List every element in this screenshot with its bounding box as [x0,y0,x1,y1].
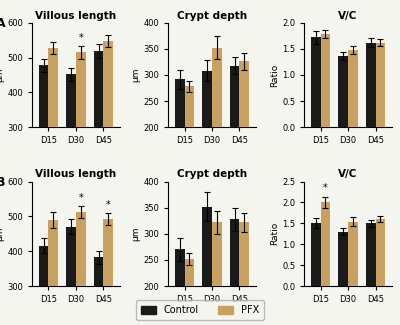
Title: Crypt depth: Crypt depth [177,169,247,179]
Bar [366,43,376,127]
Text: B: B [0,176,5,189]
Bar [321,34,330,127]
Bar [240,61,249,232]
Title: V/C: V/C [338,11,358,20]
Bar [48,220,58,325]
Bar [76,52,86,232]
Bar [338,232,348,286]
Bar [66,227,76,325]
Legend: Control, PFX: Control, PFX [136,300,264,320]
Y-axis label: μm: μm [0,227,4,241]
Bar [94,51,103,232]
Bar [230,66,240,232]
Bar [202,71,212,232]
Y-axis label: μm: μm [132,227,140,241]
Bar [376,43,385,127]
Bar [311,37,321,127]
Bar [184,86,194,232]
Bar [39,65,48,232]
Bar [366,223,376,286]
Text: *: * [323,183,328,193]
Bar [94,257,103,325]
Bar [348,222,358,286]
Bar [212,222,222,325]
Y-axis label: Ratio: Ratio [270,222,279,245]
Bar [66,74,76,232]
Y-axis label: μm: μm [0,68,4,82]
Bar [338,56,348,127]
Title: Villous length: Villous length [35,169,116,179]
Bar [103,41,113,232]
Y-axis label: Ratio: Ratio [270,63,279,86]
Bar [175,250,184,325]
Title: Villous length: Villous length [35,11,116,20]
Bar [212,48,222,232]
Bar [184,259,194,325]
Y-axis label: μm: μm [132,68,140,82]
Title: V/C: V/C [338,169,358,179]
Text: *: * [106,200,110,210]
Bar [311,223,321,286]
Bar [230,219,240,325]
Bar [175,79,184,232]
Bar [48,48,58,232]
Title: Crypt depth: Crypt depth [177,11,247,20]
Bar [240,222,249,325]
Text: A: A [0,17,6,30]
Bar [76,212,86,325]
Bar [39,246,48,325]
Bar [202,207,212,325]
Bar [103,219,113,325]
Bar [376,219,385,286]
Bar [348,50,358,127]
Bar [321,202,330,286]
Text: *: * [78,33,83,43]
Text: *: * [78,193,83,203]
